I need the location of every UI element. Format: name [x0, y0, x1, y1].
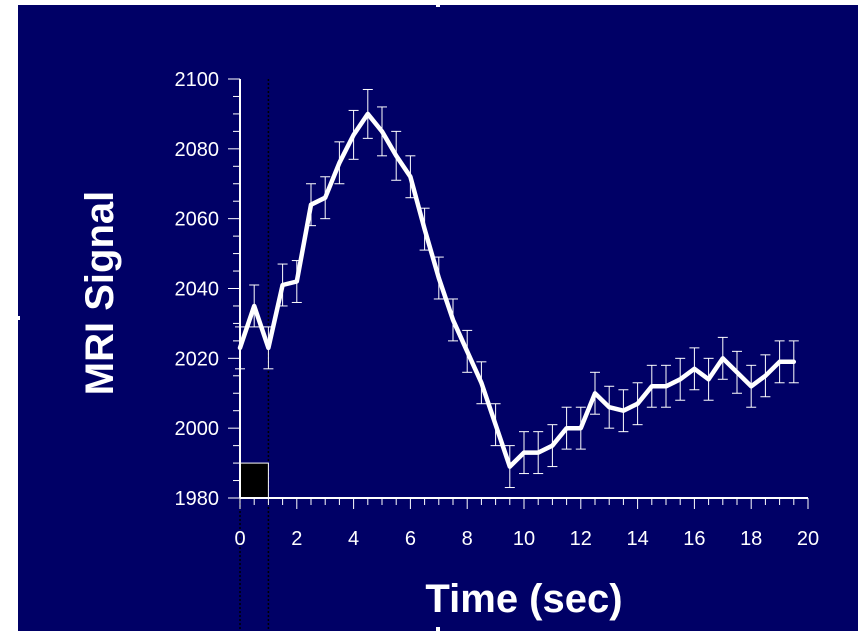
- data-point: [508, 465, 512, 469]
- y-tick-label: 1980: [175, 488, 220, 510]
- data-point: [536, 451, 540, 455]
- data-point: [295, 280, 299, 284]
- x-tick-label: 10: [513, 528, 535, 550]
- data-point: [238, 346, 242, 350]
- data-point: [692, 367, 696, 371]
- y-tick-label: 2060: [175, 209, 220, 231]
- y-tick-label: 2020: [175, 348, 220, 370]
- selection-handle-bottom[interactable]: [436, 627, 440, 631]
- y-tick-label: 2100: [175, 69, 220, 91]
- data-point: [494, 423, 498, 427]
- x-tick-label: 16: [683, 528, 705, 550]
- x-tick-label: 0: [234, 528, 245, 550]
- data-point: [309, 203, 313, 207]
- data-point: [792, 360, 796, 364]
- data-point: [281, 283, 285, 287]
- x-tick-label: 4: [348, 528, 359, 550]
- data-point: [394, 154, 398, 158]
- data-point: [607, 405, 611, 409]
- data-point: [664, 384, 668, 388]
- data-point: [252, 304, 256, 308]
- x-tick-label: 8: [462, 528, 473, 550]
- data-point: [721, 356, 725, 360]
- error-bars: [235, 88, 799, 489]
- x-axis-title: Time (sec): [425, 577, 622, 621]
- data-point: [465, 349, 469, 353]
- selection-handle-top[interactable]: [436, 3, 440, 7]
- data-point: [678, 377, 682, 381]
- x-tick-label: 6: [405, 528, 416, 550]
- data-point: [380, 129, 384, 133]
- data-point: [621, 409, 625, 413]
- series-line: [237, 111, 797, 469]
- data-point: [735, 370, 739, 374]
- data-point: [565, 426, 569, 430]
- data-point: [650, 384, 654, 388]
- data-point: [423, 227, 427, 231]
- data-point: [337, 161, 341, 165]
- data-point: [778, 360, 782, 364]
- tick-labels: 0 2 4 6 8 10 12 14 16 18 20 1980 2000 2020 2040 2060 208…: [175, 69, 820, 550]
- selection-handle-left[interactable]: [16, 316, 20, 320]
- x-tick-label: 18: [740, 528, 762, 550]
- data-point: [522, 451, 526, 455]
- y-tick-label: 2000: [175, 418, 220, 440]
- data-point: [479, 381, 483, 385]
- data-point: [550, 444, 554, 448]
- stimulus-block: [239, 462, 269, 499]
- chart-background: [18, 5, 858, 631]
- data-point: [451, 318, 455, 322]
- data-point: [579, 426, 583, 430]
- data-point: [408, 175, 412, 179]
- y-axis-title: MRI Signal: [78, 191, 122, 395]
- data-point: [323, 196, 327, 200]
- x-tick-label: 14: [626, 528, 648, 550]
- x-tick-label: 2: [291, 528, 302, 550]
- data-point: [266, 346, 270, 350]
- x-tick-label: 12: [570, 528, 592, 550]
- axes: [228, 78, 809, 509]
- data-point: [763, 374, 767, 378]
- data-point: [352, 133, 356, 137]
- data-point: [636, 402, 640, 406]
- data-point: [437, 276, 441, 280]
- y-tick-label: 2040: [175, 279, 220, 301]
- series-layer: [237, 111, 797, 469]
- x-tick-label: 20: [797, 528, 819, 550]
- data-point: [707, 377, 711, 381]
- data-point: [366, 112, 370, 116]
- y-tick-label: 2080: [175, 139, 220, 161]
- data-point: [749, 384, 753, 388]
- data-point: [593, 391, 597, 395]
